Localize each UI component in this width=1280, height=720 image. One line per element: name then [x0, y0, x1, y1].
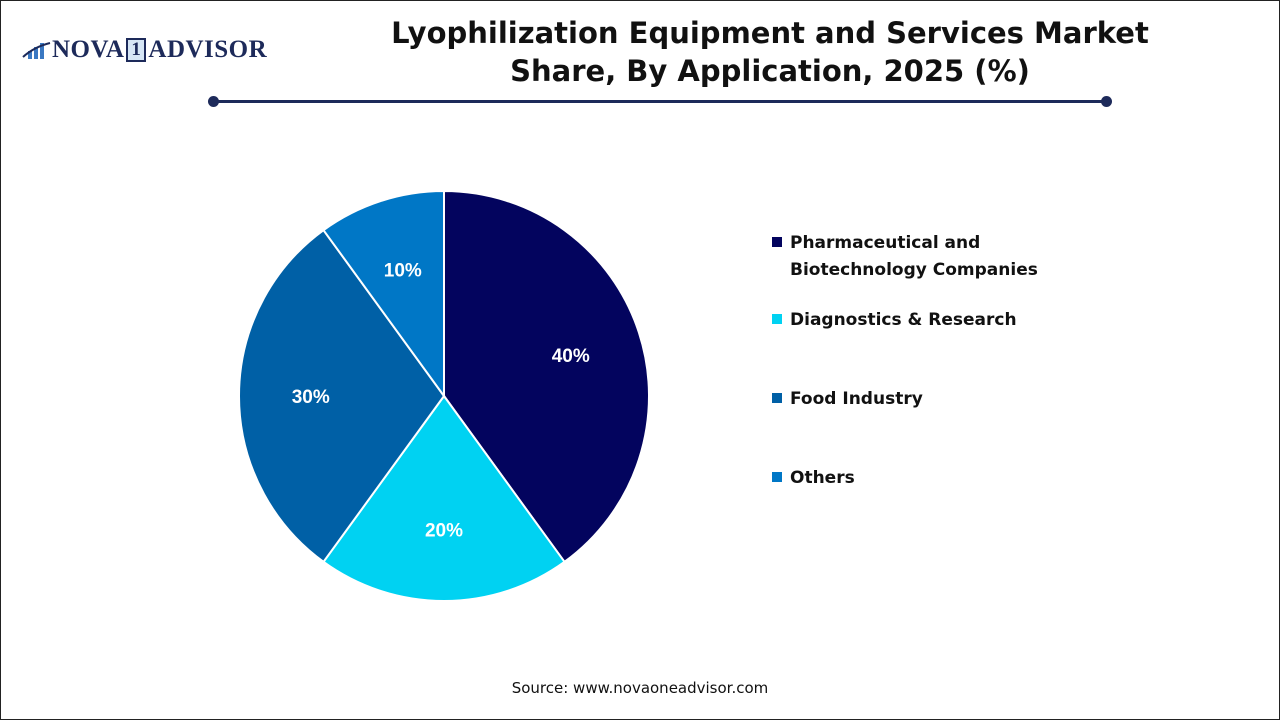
- divider-dot-right: [1101, 96, 1112, 107]
- legend-swatch: [772, 393, 782, 403]
- legend-swatch: [772, 472, 782, 482]
- data-label: 40%: [552, 346, 590, 367]
- slice-diagnostics: [322, 394, 566, 603]
- title-divider: [213, 100, 1107, 103]
- legend-label: Food Industry: [790, 389, 923, 409]
- chart-title-line1: Lyophilization Equipment and Services Ma…: [391, 16, 1149, 50]
- data-label: 10%: [384, 260, 422, 281]
- slice-others: [322, 189, 445, 400]
- logo-text-nova: NOVA: [52, 36, 125, 63]
- legend-label: Diagnostics & Research: [790, 310, 1017, 330]
- legend-label: Pharmaceutical and Biotechnology Compani…: [790, 233, 1038, 280]
- data-label: 30%: [292, 387, 330, 408]
- legend-label: Others: [790, 468, 855, 488]
- divider-dot-left: [208, 96, 219, 107]
- slice-pharma: [443, 189, 650, 564]
- legend-swatch: [772, 237, 782, 247]
- bar-chart-logo-icon: [22, 42, 51, 59]
- source-note: Source: www.novaoneadvisor.com: [511, 679, 769, 697]
- logo-text-one: 1: [126, 38, 147, 62]
- legend-swatch: [772, 314, 782, 324]
- legend-item-diagnostics: Diagnostics & Research: [772, 307, 1092, 334]
- chart-title: Lyophilization Equipment and Services Ma…: [380, 14, 1160, 90]
- legend-item-pharma: Pharmaceutical and Biotechnology Compani…: [772, 230, 1092, 284]
- legend-item-food: Food Industry: [772, 386, 1092, 413]
- chart-title-line2: Share, By Application, 2025 (%): [510, 54, 1030, 88]
- logo-text-advisor: ADVISOR: [148, 36, 268, 63]
- legend-item-others: Others: [772, 465, 1092, 492]
- slice-food: [238, 228, 446, 564]
- data-label: 20%: [425, 520, 463, 541]
- logo: NOVA 1 ADVISOR: [22, 36, 267, 64]
